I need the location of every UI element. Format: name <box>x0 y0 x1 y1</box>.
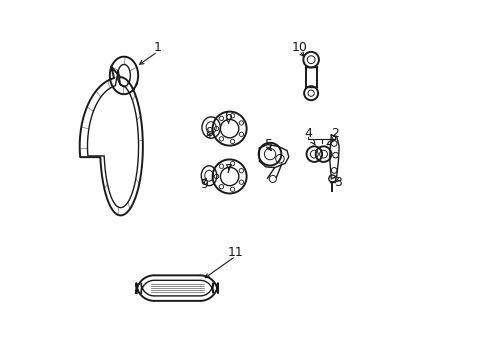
Text: 8: 8 <box>204 126 213 139</box>
Text: 4: 4 <box>304 127 312 140</box>
Text: 5: 5 <box>265 138 273 151</box>
Text: 2: 2 <box>330 127 338 140</box>
Text: 11: 11 <box>227 246 243 259</box>
Text: 3: 3 <box>334 176 342 189</box>
Text: 9: 9 <box>200 178 207 191</box>
Text: 1: 1 <box>153 41 161 54</box>
Text: 10: 10 <box>291 41 307 54</box>
Text: 6: 6 <box>224 110 232 123</box>
Text: 7: 7 <box>224 163 232 176</box>
